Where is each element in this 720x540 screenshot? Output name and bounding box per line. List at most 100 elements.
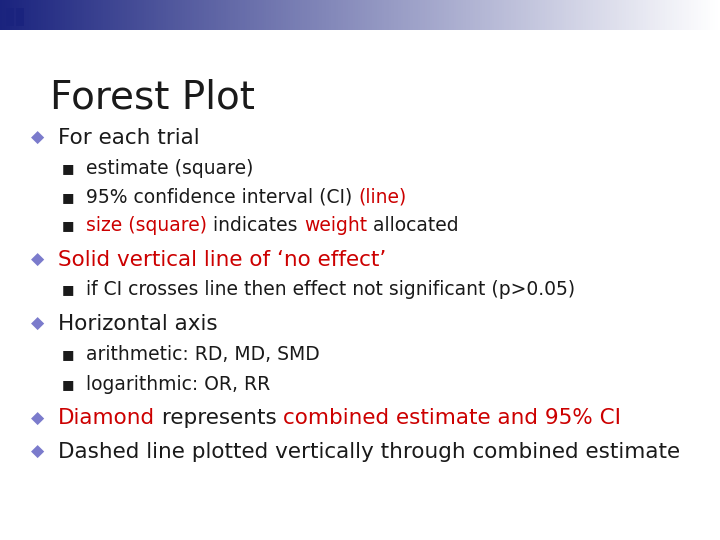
Bar — [333, 0, 336, 30]
Bar — [336, 0, 338, 30]
Text: 95% confidence interval (CI): 95% confidence interval (CI) — [86, 187, 359, 207]
Bar — [7, 0, 9, 30]
Bar — [698, 0, 701, 30]
Bar — [538, 0, 540, 30]
Bar — [106, 0, 108, 30]
Bar — [243, 0, 245, 30]
Bar — [456, 0, 459, 30]
Bar — [53, 0, 55, 30]
Bar — [693, 0, 696, 30]
Bar — [175, 0, 178, 30]
Bar — [27, 0, 29, 30]
Bar — [675, 0, 677, 30]
Bar — [473, 0, 475, 30]
Bar — [199, 0, 202, 30]
Bar — [542, 0, 545, 30]
Bar — [144, 0, 146, 30]
Bar — [369, 0, 372, 30]
Bar — [482, 0, 485, 30]
Bar — [146, 0, 149, 30]
Bar — [182, 0, 185, 30]
Bar — [427, 0, 430, 30]
Bar — [487, 0, 490, 30]
Bar — [130, 0, 132, 30]
Bar — [451, 0, 454, 30]
Bar — [233, 0, 235, 30]
Bar — [670, 0, 672, 30]
Bar — [5, 0, 7, 30]
Bar — [595, 0, 598, 30]
Bar — [221, 0, 223, 30]
Bar — [617, 0, 619, 30]
Bar — [701, 0, 703, 30]
Text: size (square): size (square) — [86, 216, 207, 235]
Bar — [423, 0, 425, 30]
Bar — [703, 0, 706, 30]
Bar — [653, 0, 655, 30]
Bar — [665, 0, 667, 30]
Bar — [12, 0, 14, 30]
Bar — [526, 0, 528, 30]
Bar — [259, 0, 261, 30]
Bar — [441, 0, 444, 30]
Bar — [22, 0, 24, 30]
Bar — [81, 0, 84, 30]
Bar — [329, 0, 331, 30]
Bar — [36, 0, 38, 30]
Bar — [420, 0, 423, 30]
Bar — [99, 0, 101, 30]
Bar — [643, 0, 646, 30]
Bar — [432, 0, 434, 30]
Bar — [185, 0, 187, 30]
Bar — [204, 0, 207, 30]
Bar — [305, 0, 307, 30]
Bar — [506, 0, 509, 30]
Bar — [410, 0, 413, 30]
Text: ◆: ◆ — [31, 409, 44, 428]
Bar — [180, 0, 182, 30]
Bar — [449, 0, 451, 30]
Bar — [261, 0, 264, 30]
Bar — [346, 0, 348, 30]
Bar — [648, 0, 650, 30]
Bar — [6, 8, 14, 20]
Bar — [178, 0, 180, 30]
Bar — [252, 0, 254, 30]
Bar — [223, 0, 225, 30]
Bar — [281, 0, 283, 30]
Bar — [682, 0, 684, 30]
Text: logarithmic: OR, RR: logarithmic: OR, RR — [86, 375, 271, 394]
Bar — [89, 0, 91, 30]
Bar — [110, 0, 113, 30]
Bar — [326, 0, 329, 30]
Text: arithmetic: RD, MD, SMD: arithmetic: RD, MD, SMD — [86, 345, 320, 364]
Bar — [396, 0, 398, 30]
Bar — [672, 0, 675, 30]
Bar — [271, 0, 274, 30]
Text: ■: ■ — [62, 191, 75, 204]
Bar — [598, 0, 600, 30]
Bar — [581, 0, 583, 30]
Bar — [343, 0, 346, 30]
Bar — [499, 0, 502, 30]
Bar — [310, 0, 312, 30]
Bar — [603, 0, 605, 30]
Bar — [120, 0, 122, 30]
Bar — [660, 0, 662, 30]
Bar — [315, 0, 317, 30]
Bar — [132, 0, 135, 30]
Bar — [679, 0, 682, 30]
Bar — [2, 0, 5, 30]
Bar — [218, 0, 221, 30]
Bar — [58, 0, 60, 30]
Bar — [216, 0, 218, 30]
Bar — [135, 0, 137, 30]
Bar — [360, 0, 362, 30]
Bar — [408, 0, 410, 30]
Bar — [624, 0, 626, 30]
Bar — [576, 0, 578, 30]
Bar — [583, 0, 585, 30]
Text: if CI crosses line then effect not significant (p>0.05): if CI crosses line then effect not signi… — [86, 280, 575, 300]
Bar — [338, 0, 341, 30]
Bar — [405, 0, 408, 30]
